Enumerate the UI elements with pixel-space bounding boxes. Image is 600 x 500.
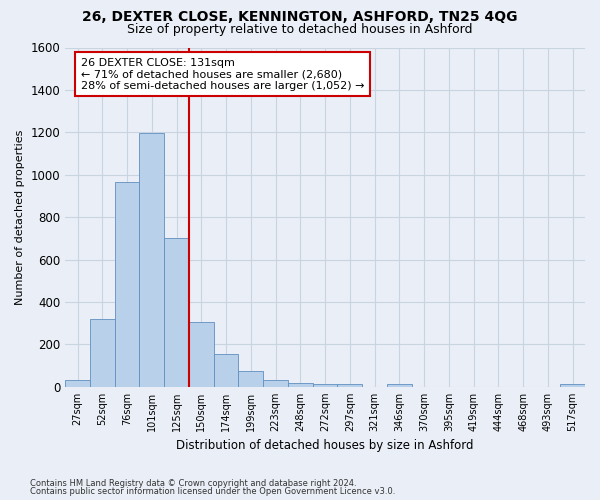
Text: Size of property relative to detached houses in Ashford: Size of property relative to detached ho… bbox=[127, 22, 473, 36]
Bar bbox=[214, 354, 238, 387]
X-axis label: Distribution of detached houses by size in Ashford: Distribution of detached houses by size … bbox=[176, 440, 474, 452]
Bar bbox=[288, 383, 313, 387]
Bar bbox=[189, 322, 214, 387]
Bar bbox=[115, 182, 139, 387]
Bar bbox=[90, 319, 115, 387]
Text: 26 DEXTER CLOSE: 131sqm
← 71% of detached houses are smaller (2,680)
28% of semi: 26 DEXTER CLOSE: 131sqm ← 71% of detache… bbox=[81, 58, 364, 91]
Bar bbox=[560, 384, 585, 387]
Bar bbox=[387, 384, 412, 387]
Text: 26, DEXTER CLOSE, KENNINGTON, ASHFORD, TN25 4QG: 26, DEXTER CLOSE, KENNINGTON, ASHFORD, T… bbox=[82, 10, 518, 24]
Bar bbox=[337, 384, 362, 387]
Bar bbox=[139, 134, 164, 387]
Bar bbox=[313, 384, 337, 387]
Bar bbox=[164, 238, 189, 387]
Bar bbox=[263, 380, 288, 387]
Text: Contains public sector information licensed under the Open Government Licence v3: Contains public sector information licen… bbox=[30, 487, 395, 496]
Bar bbox=[65, 380, 90, 387]
Y-axis label: Number of detached properties: Number of detached properties bbox=[15, 130, 25, 305]
Bar bbox=[238, 371, 263, 387]
Text: Contains HM Land Registry data © Crown copyright and database right 2024.: Contains HM Land Registry data © Crown c… bbox=[30, 478, 356, 488]
